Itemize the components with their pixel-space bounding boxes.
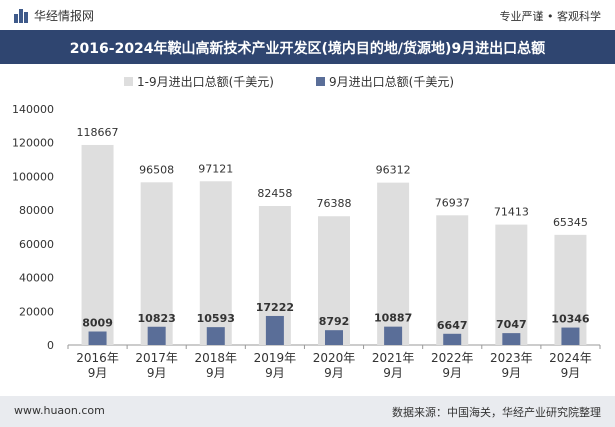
data-label-month: 10593: [197, 312, 235, 325]
legend-label-1: 9月进出口总额(千美元): [329, 75, 454, 89]
data-label-total: 71413: [494, 206, 529, 219]
y-tick-label: 140000: [12, 103, 54, 116]
data-label-month: 17222: [256, 301, 294, 314]
bar-month: [443, 333, 462, 345]
bar-total: [554, 234, 587, 345]
legend-label-0: 1-9月进出口总额(千美元): [137, 75, 274, 89]
x-tick-label: 2020年 9月: [313, 351, 356, 380]
brand-logo-icon: [14, 8, 28, 23]
bar-total: [377, 182, 410, 345]
chart-title: 2016-2024年鞍山高新技术产业开发区(境内目的地/货源地)9月进出口总额: [69, 41, 546, 57]
bar-month: [502, 333, 521, 345]
bar-total: [495, 224, 528, 345]
y-tick-label: 80000: [19, 204, 54, 217]
header: 华经情报网 专业严谨 • 客观科学: [0, 0, 615, 30]
site-url: www.huaon.com: [14, 404, 105, 417]
y-tick-label: 60000: [19, 238, 54, 251]
data-label-total: 96312: [376, 164, 411, 177]
legend-swatch-1: [316, 77, 325, 86]
y-tick-label: 40000: [19, 272, 54, 285]
y-tick-label: 0: [47, 339, 54, 352]
legend: 1-9月进出口总额(千美元) 9月进出口总额(千美元): [124, 75, 454, 89]
x-tick-label: 2018年 9月: [195, 351, 238, 380]
data-label-month: 10823: [138, 312, 176, 325]
bar-month: [265, 315, 284, 345]
data-label-month: 10887: [374, 312, 412, 325]
brand: 华经情报网: [14, 7, 94, 24]
data-label-total: 76937: [435, 196, 470, 209]
y-tick-label: 100000: [12, 170, 54, 183]
x-tick-label: 2022年 9月: [431, 351, 474, 380]
bar-total: [81, 144, 114, 345]
data-label-total: 96508: [139, 163, 174, 176]
data-label-month: 8792: [319, 315, 350, 328]
x-tick-label: 2021年 9月: [372, 351, 415, 380]
y-tick-label: 20000: [19, 305, 54, 318]
data-label-total: 97121: [198, 162, 233, 175]
x-tick-label: 2016年 9月: [76, 351, 119, 380]
x-tick-label: 2019年 9月: [254, 351, 297, 380]
data-label-month: 6647: [437, 319, 468, 332]
tagline: 专业严谨 • 客观科学: [499, 10, 601, 23]
title-bar: 2016-2024年鞍山高新技术产业开发区(境内目的地/货源地)9月进出口总额: [0, 30, 615, 64]
data-label-total: 76388: [317, 197, 352, 210]
bar-month: [206, 327, 225, 345]
bar-month: [325, 330, 343, 345]
brand-name: 华经情报网: [34, 9, 95, 23]
bar-chart: 1-9月进出口总额(千美元) 9月进出口总额(千美元) 0 20000 40000 600…: [12, 75, 601, 380]
footer: www.huaon.com 数据来源：中国海关，华经产业研究院整理: [0, 396, 615, 427]
bar-total: [318, 216, 350, 345]
data-label-total: 118667: [77, 126, 119, 139]
data-label-total: 82458: [257, 187, 292, 200]
bar-month: [88, 331, 107, 345]
bar-total: [199, 181, 232, 345]
bar-month: [561, 327, 580, 345]
legend-swatch-0: [124, 77, 133, 86]
data-source: 数据来源：中国海关，华经产业研究院整理: [392, 406, 601, 419]
data-label-month: 8009: [82, 316, 113, 329]
bar-total: [436, 215, 469, 345]
data-label-month: 10346: [551, 313, 590, 326]
bar-month: [147, 326, 166, 345]
x-tick-label: 2024年 9月: [549, 351, 592, 380]
x-tick-label: 2017年 9月: [135, 351, 178, 380]
y-tick-label: 120000: [12, 137, 54, 150]
data-label-month: 7047: [496, 318, 527, 331]
bar-total: [140, 182, 173, 345]
data-label-total: 65345: [553, 216, 588, 229]
x-tick-label: 2023年 9月: [490, 351, 533, 380]
bar-month: [384, 326, 403, 345]
